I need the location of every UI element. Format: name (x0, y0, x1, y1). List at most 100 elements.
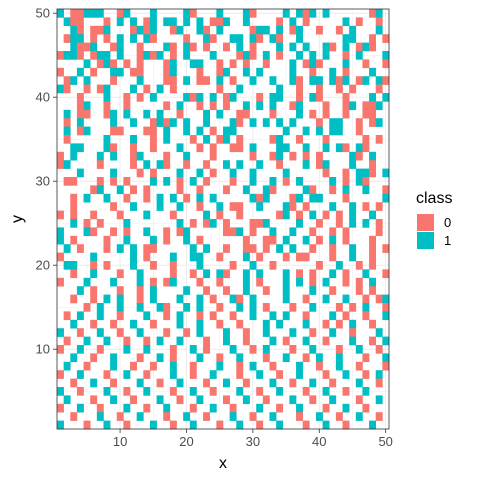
heatmap-cell (103, 93, 111, 102)
heatmap-cell (369, 286, 377, 295)
heatmap-cell (382, 311, 390, 321)
heatmap-cell (57, 345, 64, 354)
heatmap-cell (302, 353, 310, 363)
heatmap-cell (229, 294, 237, 304)
heatmap-cell (302, 294, 310, 304)
heatmap-cell (382, 51, 390, 60)
heatmap-cell (355, 361, 363, 371)
heatmap-cell (163, 403, 171, 413)
heatmap-cell (382, 185, 390, 195)
heatmap-cell (369, 34, 377, 43)
heatmap-cell (70, 202, 78, 211)
heatmap-cell (262, 51, 270, 60)
heatmap-cell (362, 59, 370, 69)
heatmap-cell (130, 84, 137, 94)
heatmap-cell (96, 177, 104, 186)
x-axis-ticks: 10 20 30 40 50 (113, 429, 393, 449)
x-tick-label: 30 (246, 434, 260, 449)
heatmap-cell (269, 235, 277, 245)
heatmap-cell (362, 353, 370, 363)
heatmap-cell (209, 93, 217, 102)
heatmap-cell (149, 34, 157, 43)
heatmap-cell (216, 353, 224, 363)
heatmap-cell (282, 168, 290, 178)
heatmap-cell (249, 9, 257, 18)
heatmap-cell (70, 177, 78, 186)
heatmap-cell (282, 311, 290, 321)
heatmap-cell (349, 160, 357, 169)
heatmap-cell (322, 277, 330, 287)
heatmap-cell (296, 9, 303, 18)
heatmap-cell (156, 109, 164, 119)
heatmap-cell (123, 109, 131, 119)
heatmap-cell (130, 361, 137, 371)
heatmap-cell (282, 286, 290, 295)
heatmap-cell (209, 219, 217, 228)
heatmap-cell (163, 67, 171, 77)
heatmap-cell (76, 387, 84, 396)
heatmap-cell (116, 244, 124, 253)
heatmap-cell (70, 235, 78, 245)
heatmap-cell (335, 353, 343, 363)
heatmap-cell (143, 160, 151, 169)
y-axis-title: y (9, 215, 26, 223)
heatmap-cell (282, 277, 290, 287)
heatmap-cell (203, 76, 211, 85)
heatmap-cell (163, 17, 171, 27)
heatmap-cell (309, 345, 317, 354)
heatmap-cell (83, 59, 91, 69)
legend-key-0 (417, 214, 434, 231)
heatmap-cell (76, 328, 84, 337)
heatmap-cell (249, 412, 257, 421)
heatmap-cell (143, 193, 151, 203)
heatmap-cell (315, 59, 323, 69)
heatmap-cell (130, 395, 137, 405)
heatmap-cell (382, 59, 390, 69)
heatmap-cell (123, 387, 131, 396)
heatmap-cell (63, 126, 71, 136)
heatmap-cell (315, 93, 323, 102)
heatmap-cell (83, 420, 91, 430)
heatmap-cell (269, 336, 277, 346)
heatmap-cell (375, 84, 383, 94)
y-tick-label: 50 (36, 6, 50, 21)
heatmap-cell (96, 9, 104, 18)
heatmap-cell (375, 294, 383, 304)
heatmap-cell (223, 160, 230, 169)
heatmap-cell (296, 210, 303, 220)
heatmap-cell (103, 261, 111, 270)
heatmap-cell (375, 101, 383, 111)
heatmap-cell (269, 311, 277, 321)
heatmap-cell (116, 269, 124, 279)
heatmap-cell (382, 336, 390, 346)
heatmap-cell (130, 143, 137, 153)
heatmap-cell (329, 395, 337, 405)
heatmap-cell (143, 227, 151, 237)
heatmap-cell (189, 9, 197, 18)
heatmap-cell (176, 319, 184, 329)
heatmap-cell (183, 328, 191, 337)
heatmap-cell (382, 76, 390, 85)
heatmap-cell (90, 51, 98, 60)
heatmap-cell (136, 286, 144, 295)
heatmap-cell (203, 219, 211, 228)
heatmap-cell (236, 210, 244, 220)
heatmap-cell (76, 311, 84, 321)
heatmap-cell (76, 42, 84, 52)
heatmap-cell (169, 76, 177, 85)
heatmap-cell (216, 76, 224, 85)
heatmap-cell (103, 420, 111, 430)
heatmap-cell (196, 395, 204, 405)
heatmap-cell (103, 59, 111, 69)
heatmap-cell (149, 93, 157, 102)
heatmap-cell (369, 42, 377, 52)
heatmap-cell (76, 67, 84, 77)
heatmap-cell (189, 219, 197, 228)
heatmap-cell (123, 59, 131, 69)
heatmap-cell (176, 185, 184, 195)
heatmap-cell (70, 269, 78, 279)
heatmap-cell (183, 118, 191, 127)
heatmap-cell (163, 101, 171, 111)
heatmap-cell (149, 294, 157, 304)
heatmap-cell (156, 160, 164, 169)
